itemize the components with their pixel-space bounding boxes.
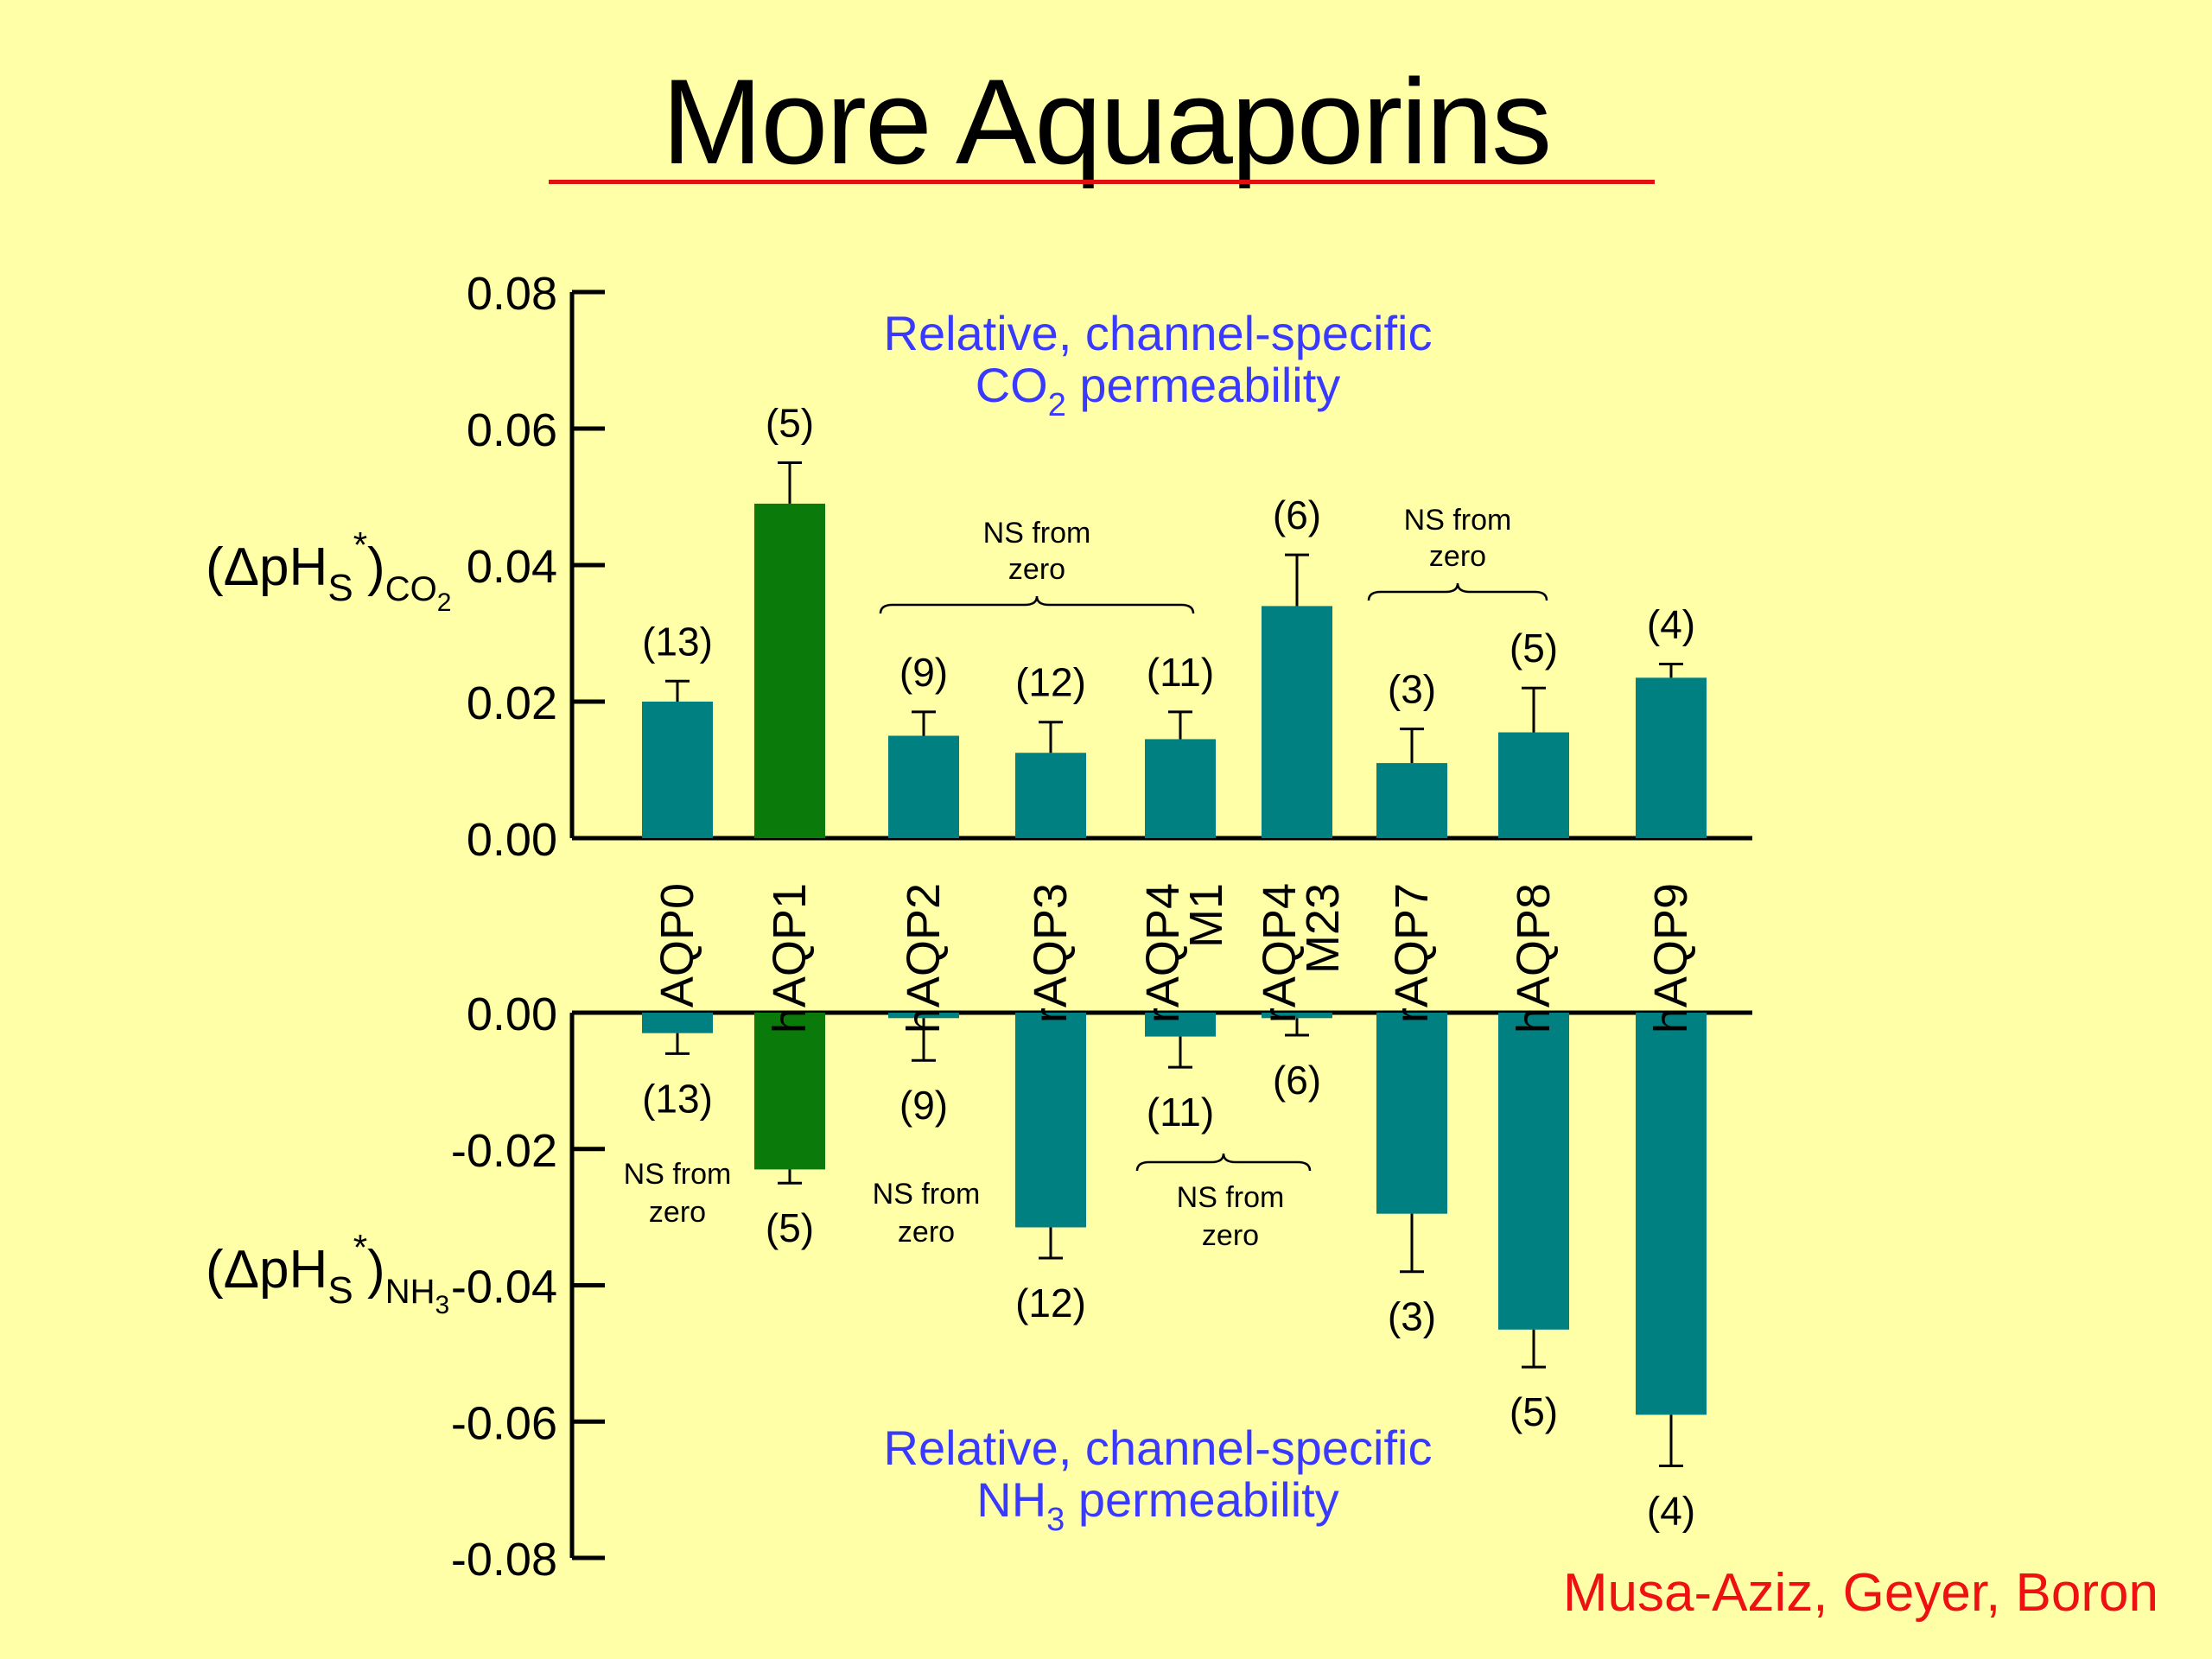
co2-n-label: (12) bbox=[1015, 660, 1086, 705]
nh3-ns-brace bbox=[1135, 1153, 1312, 1172]
y-label-sup: * bbox=[353, 524, 367, 565]
nh3-n-label: (12) bbox=[1015, 1281, 1086, 1325]
nh3-bar-rAQP4 M1 bbox=[1145, 1013, 1216, 1037]
category-label: rAQP4 bbox=[1137, 883, 1189, 1023]
y-label-close: ) bbox=[367, 1240, 385, 1300]
nh3-n-label: (3) bbox=[1388, 1294, 1436, 1339]
co2-bar-hAQP1 bbox=[754, 503, 825, 838]
annotation-rest: permeability bbox=[1065, 1472, 1338, 1527]
nh3-bar-hAQP1 bbox=[754, 1013, 825, 1170]
category-label: AQP0 bbox=[652, 883, 703, 1007]
co2-n-label: (5) bbox=[1510, 626, 1558, 671]
co2-bar-hAQP8 bbox=[1498, 732, 1569, 838]
co2-y-tick-label: 0.00 bbox=[467, 814, 557, 866]
nh3-annotation-line1: Relative, channel-specific bbox=[884, 1421, 1433, 1475]
annotation-sub: 2 bbox=[1048, 387, 1066, 423]
nh3-n-label: (13) bbox=[642, 1076, 713, 1121]
annotation-rest: permeability bbox=[1066, 358, 1340, 412]
co2-bar-rAQP4 M1 bbox=[1145, 739, 1216, 838]
nh3-annotation-line2: NH3 permeability bbox=[976, 1472, 1339, 1538]
nh3-ns-label-line1: NS from bbox=[1177, 1181, 1285, 1214]
category-label: hAQP2 bbox=[898, 883, 950, 1033]
co2-ns-label-line1: NS from bbox=[1404, 504, 1512, 537]
slide-title: More Aquaporins bbox=[661, 54, 1552, 189]
co2-n-label: (9) bbox=[899, 650, 948, 695]
nh3-ns-label-line1: NS from bbox=[624, 1158, 732, 1191]
co2-y-tick-label: 0.06 bbox=[467, 404, 557, 456]
co2-ns-label-line2: zero bbox=[1429, 540, 1486, 573]
nh3-ns-label-line2: zero bbox=[898, 1216, 955, 1249]
category-label: M23 bbox=[1297, 883, 1349, 974]
annotation-sub: 3 bbox=[1046, 1502, 1065, 1538]
co2-n-label: (5) bbox=[766, 401, 814, 446]
co2-ns-label-line2: zero bbox=[1008, 553, 1065, 586]
category-label: hAQP1 bbox=[764, 883, 816, 1033]
title-underline bbox=[549, 180, 1655, 184]
nh3-ns-label-line2: zero bbox=[649, 1196, 706, 1229]
co2-n-label: (11) bbox=[1147, 650, 1214, 695]
nh3-y-label: (ΔpHS*)NH3 bbox=[206, 1227, 449, 1319]
category-label: rAQP7 bbox=[1386, 883, 1438, 1023]
y-label-main: (ΔpH bbox=[206, 537, 327, 597]
co2-bar-AQP0 bbox=[642, 702, 713, 838]
nh3-bar-rAQP7 bbox=[1376, 1013, 1447, 1214]
co2-y-label: (ΔpHS*)CO2 bbox=[206, 524, 451, 617]
y-label-sup: * bbox=[353, 1227, 367, 1268]
y-label-close: ) bbox=[367, 537, 385, 597]
nh3-ns-label-line1: NS from bbox=[873, 1178, 981, 1211]
co2-n-label: (3) bbox=[1388, 667, 1436, 712]
nh3-n-label: (6) bbox=[1273, 1058, 1321, 1103]
co2-n-label: (4) bbox=[1647, 602, 1695, 647]
category-label: rAQP4 bbox=[1254, 883, 1306, 1023]
co2-ns-label-line1: NS from bbox=[983, 517, 1091, 550]
nh3-y-tick-label: -0.06 bbox=[451, 1397, 557, 1449]
annotation-main: NH bbox=[976, 1472, 1046, 1527]
nh3-bar-hAQP9 bbox=[1636, 1013, 1707, 1415]
nh3-y-tick-label: -0.08 bbox=[451, 1534, 557, 1586]
annotation-main: CO bbox=[976, 358, 1048, 412]
co2-ns-brace bbox=[879, 595, 1195, 614]
co2-y-tick-label: 0.04 bbox=[467, 541, 557, 593]
co2-bar-rAQP4 M23 bbox=[1262, 606, 1332, 838]
nh3-bar-hAQP2 bbox=[888, 1013, 959, 1019]
category-label: hAQP9 bbox=[1645, 883, 1697, 1033]
y-label-sub: S bbox=[327, 567, 353, 609]
nh3-y-tick-label: -0.04 bbox=[451, 1262, 557, 1313]
author-credit: Musa-Aziz, Geyer, Boron bbox=[1562, 1563, 2158, 1623]
nh3-n-label: (5) bbox=[1510, 1389, 1558, 1434]
co2-bar-rAQP7 bbox=[1376, 763, 1447, 838]
nh3-y-tick-label: 0.00 bbox=[467, 988, 557, 1040]
y-label-main: (ΔpH bbox=[206, 1240, 327, 1300]
co2-y-tick-label: 0.08 bbox=[467, 268, 557, 320]
nh3-n-label: (11) bbox=[1147, 1090, 1214, 1135]
co2-bar-hAQP2 bbox=[888, 735, 959, 838]
y-label-sub: S bbox=[327, 1269, 353, 1312]
nh3-ns-label-line2: zero bbox=[1202, 1219, 1259, 1252]
nh3-n-label: (4) bbox=[1647, 1489, 1695, 1534]
co2-annotation-line2: CO2 permeability bbox=[976, 358, 1341, 423]
y-label-sub: 2 bbox=[437, 588, 452, 617]
y-label-sub: NH bbox=[385, 1273, 435, 1311]
co2-n-label: (13) bbox=[642, 619, 713, 664]
co2-bar-hAQP9 bbox=[1636, 677, 1707, 838]
nh3-n-label: (5) bbox=[766, 1205, 814, 1250]
category-label: rAQP3 bbox=[1025, 883, 1077, 1023]
co2-bar-rAQP3 bbox=[1015, 753, 1086, 838]
nh3-bar-hAQP8 bbox=[1498, 1013, 1569, 1330]
co2-n-label: (6) bbox=[1273, 493, 1321, 537]
co2-annotation-line1: Relative, channel-specific bbox=[884, 306, 1433, 360]
category-label: M1 bbox=[1180, 883, 1232, 948]
co2-ns-brace bbox=[1367, 582, 1548, 601]
nh3-bar-rAQP3 bbox=[1015, 1013, 1086, 1228]
category-label: hAQP8 bbox=[1508, 883, 1560, 1033]
y-label-sub: CO bbox=[385, 570, 437, 608]
nh3-bar-AQP0 bbox=[642, 1013, 713, 1033]
nh3-n-label: (9) bbox=[899, 1083, 948, 1128]
y-label-sub: 3 bbox=[435, 1291, 449, 1319]
nh3-bar-rAQP4 M23 bbox=[1262, 1013, 1332, 1019]
co2-y-tick-label: 0.02 bbox=[467, 677, 557, 729]
nh3-y-tick-label: -0.02 bbox=[451, 1125, 557, 1177]
